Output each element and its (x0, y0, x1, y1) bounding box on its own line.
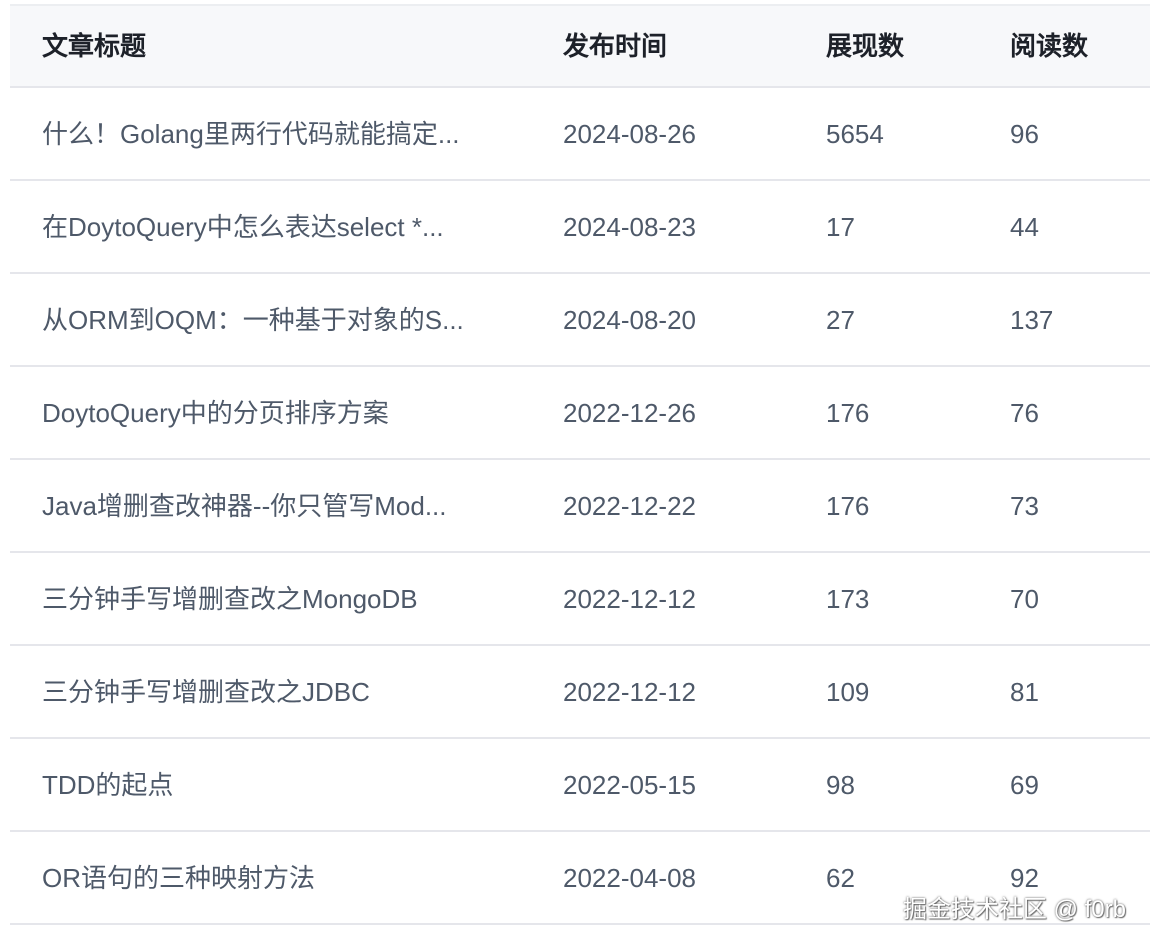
view-count: 109 (826, 676, 870, 707)
publish-date: 2022-12-26 (563, 397, 696, 428)
table-row[interactable]: 三分钟手写增删查改之JDBC 2022-12-12 109 81 (10, 646, 1150, 739)
read-count: 137 (1010, 304, 1054, 335)
table-row[interactable]: 在DoytoQuery中怎么表达select *... 2024-08-23 17 4… (10, 181, 1150, 274)
publish-date: 2022-12-12 (563, 676, 696, 707)
table-row[interactable]: OR语句的三种映射方法 2022-04-08 62 92 (10, 832, 1150, 925)
watermark: 掘金技术社区 @ f0rb (902, 896, 1126, 923)
view-count: 173 (826, 583, 870, 614)
table-row[interactable]: Java增删查改神器--你只管写Mod... 2022-12-22 176 73 (10, 460, 1150, 553)
article-title-link[interactable]: 从ORM到OQM：一种基于对象的S... (42, 304, 464, 335)
header-reads: 阅读数 (1010, 31, 1089, 61)
read-count: 73 (1010, 490, 1039, 521)
table-row[interactable]: 什么！Golang里两行代码就能搞定... 2024-08-26 5654 96 (10, 88, 1150, 181)
read-count: 44 (1010, 211, 1039, 242)
article-title-link[interactable]: 三分钟手写增删查改之MongoDB (42, 583, 418, 614)
publish-date: 2022-12-12 (563, 583, 696, 614)
article-title-link[interactable]: OR语句的三种映射方法 (42, 862, 316, 893)
article-title-link[interactable]: 在DoytoQuery中怎么表达select *... (42, 211, 444, 242)
publish-date: 2022-04-08 (563, 862, 696, 893)
article-title-link[interactable]: 三分钟手写增删查改之JDBC (42, 676, 370, 707)
view-count: 5654 (826, 118, 884, 149)
view-count: 17 (826, 211, 855, 242)
article-title-link[interactable]: 什么！Golang里两行代码就能搞定... (42, 118, 460, 149)
publish-date: 2024-08-20 (563, 304, 696, 335)
table-row[interactable]: DoytoQuery中的分页排序方案 2022-12-26 176 76 (10, 367, 1150, 460)
header-views: 展现数 (826, 31, 905, 61)
view-count: 176 (826, 490, 870, 521)
table-header: 文章标题 发布时间 展现数 阅读数 (10, 4, 1150, 88)
read-count: 96 (1010, 118, 1039, 149)
article-title-link[interactable]: Java增删查改神器--你只管写Mod... (42, 490, 447, 521)
publish-date: 2022-05-15 (563, 769, 696, 800)
article-title-link[interactable]: DoytoQuery中的分页排序方案 (42, 397, 389, 428)
table-row[interactable]: TDD的起点 2022-05-15 98 69 (10, 739, 1150, 832)
article-title-link[interactable]: TDD的起点 (42, 769, 174, 800)
table-row[interactable]: 三分钟手写增删查改之MongoDB 2022-12-12 173 70 (10, 553, 1150, 646)
publish-date: 2022-12-22 (563, 490, 696, 521)
view-count: 62 (826, 862, 855, 893)
header-title: 文章标题 (42, 31, 147, 61)
read-count: 69 (1010, 769, 1039, 800)
table-row[interactable]: 从ORM到OQM：一种基于对象的S... 2024-08-20 27 137 (10, 274, 1150, 367)
publish-date: 2024-08-23 (563, 211, 696, 242)
read-count: 81 (1010, 676, 1039, 707)
view-count: 27 (826, 304, 855, 335)
read-count: 70 (1010, 583, 1039, 614)
publish-date: 2024-08-26 (563, 118, 696, 149)
view-count: 98 (826, 769, 855, 800)
read-count: 92 (1010, 862, 1039, 893)
articles-table: 文章标题 发布时间 展现数 阅读数 什么！Golang里两行代码就能搞定... 2… (10, 4, 1150, 925)
header-date: 发布时间 (563, 31, 668, 61)
read-count: 76 (1010, 397, 1039, 428)
view-count: 176 (826, 397, 870, 428)
